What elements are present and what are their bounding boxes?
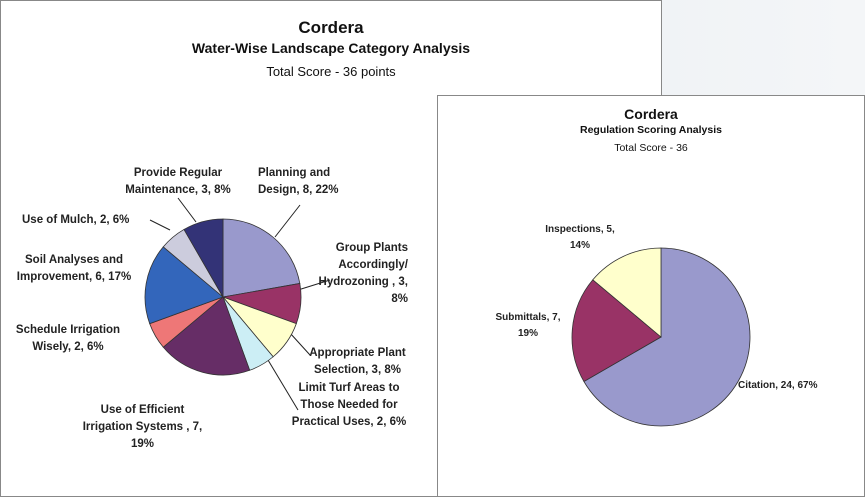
slice-label: Use of Efficient Irrigation Systems , 7,… xyxy=(82,404,203,450)
pie-slice xyxy=(583,247,751,427)
caption: Total Score - 36 points xyxy=(266,64,396,79)
subtitle: Regulation Scoring Analysis xyxy=(580,124,722,136)
title: Cordera xyxy=(624,106,678,122)
leader xyxy=(297,279,331,291)
slice-label: Schedule Irrigation Wisely, 2, 6% xyxy=(15,324,121,353)
caption: Total Score - 36 xyxy=(614,142,688,154)
slice-label: Use of Mulch, 2, 6% xyxy=(22,214,130,226)
slice-label: Soil Analyses and Improvement, 6, 17% xyxy=(16,254,132,283)
slice-label: Group Plants Accordingly/ Hydrozoning , … xyxy=(318,242,408,305)
pie-slice xyxy=(144,246,224,325)
slice-label: Appropriate Plant Selection, 3, 8% xyxy=(309,347,406,376)
slice-label: Limit Turf Areas to Those Needed for Pra… xyxy=(291,382,407,428)
slice-label: Provide Regular Maintenance, 3, 8% xyxy=(125,167,231,196)
slice-label: Planning and Design, 8, 22% xyxy=(258,167,339,196)
slice-label: Citation, 24, 67% xyxy=(738,380,818,391)
pie-slice xyxy=(592,247,662,338)
pie-slice xyxy=(222,218,301,298)
leader xyxy=(264,354,299,411)
leader xyxy=(177,197,197,223)
pie-slice xyxy=(162,296,251,376)
pie-slice xyxy=(571,279,662,383)
leader xyxy=(149,219,171,231)
slice-label: Inspections, 5, 14% xyxy=(545,224,615,251)
leader xyxy=(289,332,311,356)
slice-label: Submittals, 7, 19% xyxy=(495,312,561,339)
title: Cordera xyxy=(298,18,364,37)
leader xyxy=(274,204,301,238)
subtitle: Water-Wise Landscape Category Analysis xyxy=(191,40,471,56)
leader-lines xyxy=(149,197,331,411)
pie-slice xyxy=(183,218,224,299)
